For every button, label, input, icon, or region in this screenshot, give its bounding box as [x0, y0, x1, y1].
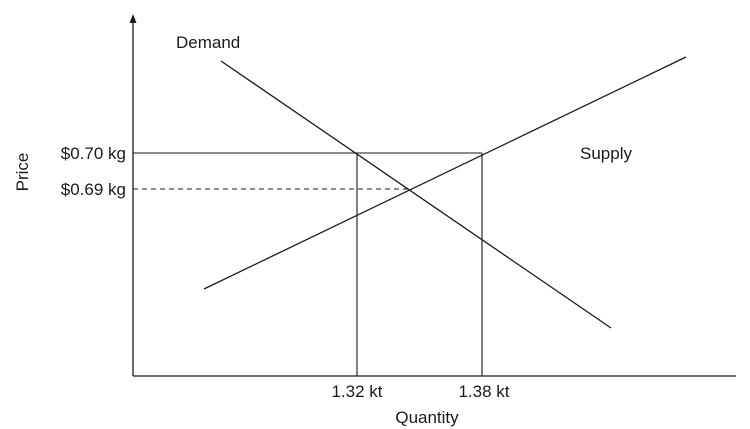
quantity-low-label: 1.32 kt	[331, 382, 382, 401]
y-axis-title: Price	[13, 153, 32, 192]
price-high-label: $0.70 kg	[61, 144, 126, 163]
price-equilibrium-label: $0.69 kg	[61, 180, 126, 199]
y-axis-arrow	[129, 14, 137, 23]
demand-curve	[220, 60, 612, 329]
supply-curve	[203, 56, 687, 290]
supply-label: Supply	[580, 144, 632, 163]
demand-label: Demand	[176, 33, 240, 52]
quantity-high-label: 1.38 kt	[458, 382, 509, 401]
x-axis-title: Quantity	[395, 408, 459, 427]
